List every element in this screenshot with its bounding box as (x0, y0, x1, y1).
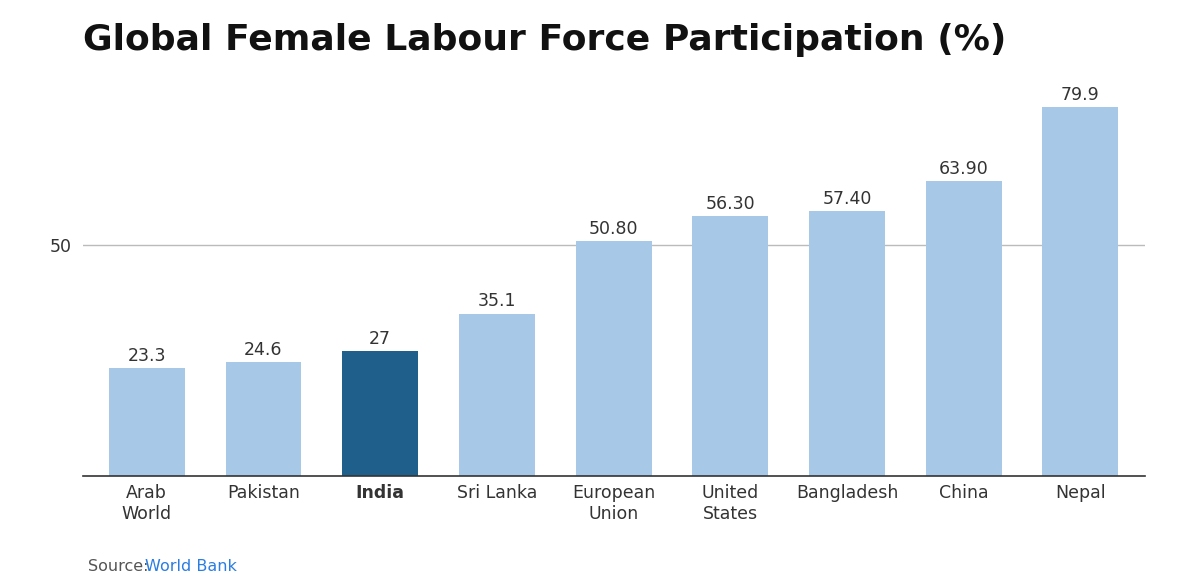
Bar (225, 362, 301, 476)
Bar (459, 314, 535, 476)
Text: 63.90: 63.90 (939, 160, 989, 177)
Text: Global Female Labour Force Participation (%): Global Female Labour Force Participation… (83, 23, 1007, 57)
Bar (693, 216, 768, 476)
Text: 57.40: 57.40 (822, 190, 872, 208)
Text: 56.30: 56.30 (706, 195, 755, 213)
Text: 50.80: 50.80 (589, 220, 638, 238)
Text: Source:: Source: (88, 559, 155, 574)
Bar (342, 351, 418, 476)
Text: 23.3: 23.3 (127, 347, 166, 365)
Text: 35.1: 35.1 (478, 292, 516, 310)
Text: 79.9: 79.9 (1061, 86, 1100, 104)
Text: 27: 27 (369, 330, 392, 348)
Bar (809, 211, 885, 476)
Bar (926, 181, 1002, 476)
Text: World Bank: World Bank (145, 559, 237, 574)
Text: 24.6: 24.6 (244, 341, 283, 359)
Bar (109, 368, 185, 476)
Bar (1042, 107, 1119, 476)
Bar (576, 241, 651, 476)
